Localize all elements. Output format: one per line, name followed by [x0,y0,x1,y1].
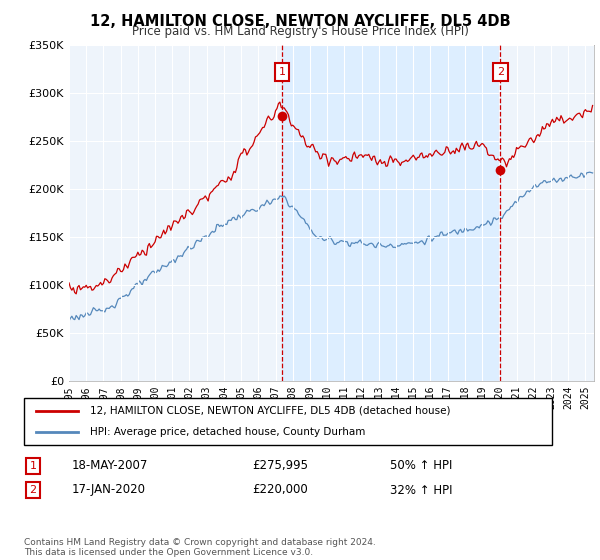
Text: HPI: Average price, detached house, County Durham: HPI: Average price, detached house, Coun… [90,427,365,437]
Text: £275,995: £275,995 [252,459,308,473]
Text: Price paid vs. HM Land Registry's House Price Index (HPI): Price paid vs. HM Land Registry's House … [131,25,469,38]
Text: £220,000: £220,000 [252,483,308,497]
Text: Contains HM Land Registry data © Crown copyright and database right 2024.
This d: Contains HM Land Registry data © Crown c… [24,538,376,557]
Text: 12, HAMILTON CLOSE, NEWTON AYCLIFFE, DL5 4DB (detached house): 12, HAMILTON CLOSE, NEWTON AYCLIFFE, DL5… [90,406,451,416]
Text: 2: 2 [497,67,504,77]
Text: 18-MAY-2007: 18-MAY-2007 [72,459,148,473]
Text: 12, HAMILTON CLOSE, NEWTON AYCLIFFE, DL5 4DB: 12, HAMILTON CLOSE, NEWTON AYCLIFFE, DL5… [89,14,511,29]
Text: 17-JAN-2020: 17-JAN-2020 [72,483,146,497]
Text: 1: 1 [278,67,286,77]
Bar [282,45,500,381]
Text: 32% ↑ HPI: 32% ↑ HPI [390,483,452,497]
Text: 50% ↑ HPI: 50% ↑ HPI [390,459,452,473]
Text: 2: 2 [29,485,37,495]
Text: 1: 1 [29,461,37,471]
